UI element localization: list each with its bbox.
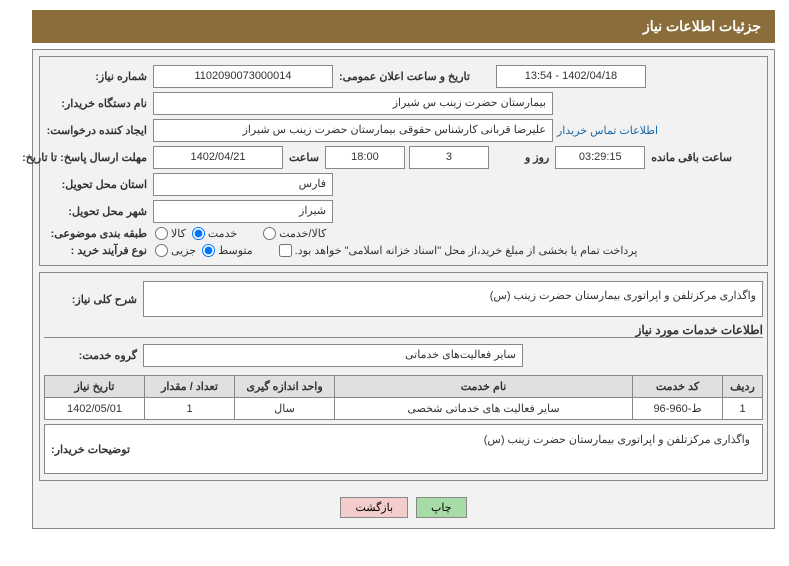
deadline-time-value: 18:00 [325, 146, 405, 169]
city-value: شیراز [153, 200, 333, 223]
payment-checkbox[interactable]: پرداخت تمام یا بخشی از مبلغ خرید،از محل … [279, 244, 638, 257]
requester-value: علیرضا قربانی کارشناس حقوقی بیمارستان حض… [153, 119, 553, 142]
days-and-label: روز و [523, 151, 551, 164]
table-header-row: ردیف کد خدمت نام خدمت واحد اندازه گیری ت… [45, 376, 763, 398]
category-radio-goods-service[interactable]: کالا/خدمت [263, 227, 326, 240]
buyer-note-box: توضیحات خریدار: واگذاری مرکزتلفن و اپرات… [44, 424, 763, 474]
th-unit: واحد اندازه گیری [235, 376, 335, 398]
th-name: نام خدمت [335, 376, 633, 398]
category-radio-service[interactable]: خدمت [192, 227, 237, 240]
province-label: استان محل تحویل: [44, 178, 149, 191]
th-date: تاریخ نیاز [45, 376, 145, 398]
back-button[interactable]: بازگشت [340, 497, 408, 518]
table-row: 1 ط-960-96 سایر فعالیت های خدماتی شخصی س… [45, 398, 763, 420]
city-label: شهر محل تحویل: [44, 205, 149, 218]
th-qty: تعداد / مقدار [145, 376, 235, 398]
section-details: شرح کلی نیاز: واگذاری مرکزتلفن و اپراتور… [39, 272, 768, 481]
announce-value: 1402/04/18 - 13:54 [496, 65, 646, 88]
process-radio-minor[interactable]: جزیی [155, 244, 196, 257]
province-value: فارس [153, 173, 333, 196]
deadline-time-label: ساعت [287, 151, 321, 164]
services-table: ردیف کد خدمت نام خدمت واحد اندازه گیری ت… [44, 375, 763, 420]
th-row: ردیف [723, 376, 763, 398]
remaining-label: ساعت باقی مانده [649, 151, 734, 164]
deadline-date-value: 1402/04/21 [153, 146, 283, 169]
deadline-days-value: 3 [409, 146, 489, 169]
buyer-note-value: واگذاری مرکزتلفن و اپراتوری بیمارستان حض… [130, 431, 756, 467]
category-radio-goods[interactable]: کالا [155, 227, 186, 240]
buyer-note-label: توضیحات خریدار: [51, 443, 130, 456]
contact-buyer-link[interactable]: اطلاعات تماس خریدار [557, 124, 658, 137]
service-group-value: سایر فعالیت‌های خدماتی [143, 344, 523, 367]
service-group-label: گروه خدمت: [44, 349, 139, 362]
deadline-remaining-value: 03:29:15 [555, 146, 645, 169]
deadline-until-label: مهلت ارسال پاسخ: تا تاریخ: [44, 151, 149, 164]
process-type-label: نوع فرآیند خرید : [44, 244, 149, 257]
section-general-info: شماره نیاز: 1102090073000014 تاریخ و ساع… [39, 56, 768, 266]
print-button[interactable]: چاپ [416, 497, 467, 518]
category-label: طبقه بندی موضوعی: [44, 227, 149, 240]
button-row: چاپ بازگشت [39, 487, 768, 522]
desc-need-label: شرح کلی نیاز: [44, 293, 139, 306]
page-title: جزئیات اطلاعات نیاز [32, 10, 775, 43]
buyer-org-label: نام دستگاه خریدار: [44, 97, 149, 110]
requester-label: ایجاد کننده درخواست: [44, 124, 149, 137]
desc-need-value: واگذاری مرکزتلفن و اپراتوری بیمارستان حض… [143, 281, 763, 317]
need-no-label: شماره نیاز: [44, 70, 149, 83]
announce-label: تاریخ و ساعت اعلان عمومی: [337, 70, 472, 83]
process-radio-medium[interactable]: متوسط [202, 244, 253, 257]
buyer-org-value: بیمارستان حضرت زینب س شیراز [153, 92, 553, 115]
th-code: کد خدمت [633, 376, 723, 398]
need-no-value: 1102090073000014 [153, 65, 333, 88]
service-info-title: اطلاعات خدمات مورد نیاز [44, 319, 763, 342]
